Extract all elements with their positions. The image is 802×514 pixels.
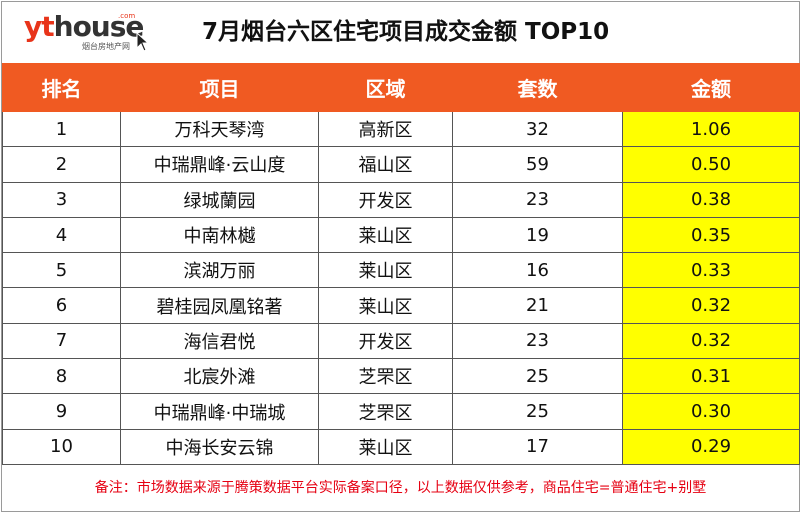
units-cell: 16 xyxy=(452,252,623,289)
project-cell: 中瑞鼎峰·云山度 xyxy=(120,146,319,183)
ythouse-logo[interactable]: ythouse .com 烟台房地产网 xyxy=(24,10,154,58)
logo-domain: .com xyxy=(118,12,136,20)
district-cell: 芝罘区 xyxy=(318,358,453,395)
units-cell: 17 xyxy=(452,428,623,465)
project-cell: 海信君悦 xyxy=(120,322,319,360)
rank-cell: 6 xyxy=(2,287,121,324)
amount-cell: 0.38 xyxy=(622,181,800,218)
project-cell: 中南林樾 xyxy=(120,216,319,254)
rank-cell: 8 xyxy=(2,358,121,395)
rank-cell: 5 xyxy=(2,252,121,289)
table-row: 7 海信君悦 开发区 23 0.32 xyxy=(2,322,800,360)
rank-cell: 2 xyxy=(2,146,121,183)
page-title: 7月烟台六区住宅项目成交金额 TOP10 xyxy=(202,19,610,45)
project-cell: 万科天琴湾 xyxy=(120,110,319,148)
column-header-units: 套数 xyxy=(452,63,623,112)
table-row: 2 中瑞鼎峰·云山度 福山区 59 0.50 xyxy=(2,146,800,183)
units-cell: 23 xyxy=(452,322,623,360)
units-cell: 59 xyxy=(452,146,623,183)
district-cell: 开发区 xyxy=(318,322,453,360)
amount-cell: 1.06 xyxy=(622,110,800,148)
logo-tagline: 烟台房地产网 xyxy=(82,42,130,51)
amount-cell: 0.32 xyxy=(622,287,800,324)
district-cell: 高新区 xyxy=(318,110,453,148)
district-cell: 莱山区 xyxy=(318,252,453,289)
units-cell: 25 xyxy=(452,393,623,430)
rank-cell: 9 xyxy=(2,393,121,430)
column-header-district: 区域 xyxy=(318,63,453,112)
amount-cell: 0.35 xyxy=(622,216,800,254)
table-row: 3 绿城蘭园 开发区 23 0.38 xyxy=(2,181,800,218)
amount-cell: 0.33 xyxy=(622,252,800,289)
units-cell: 21 xyxy=(452,287,623,324)
ranking-table: 排名 项目 区域 套数 金额 1 万科天琴湾 高新区 32 1.06 2 中瑞鼎… xyxy=(2,63,800,465)
units-cell: 32 xyxy=(452,110,623,148)
cursor-icon xyxy=(136,32,150,52)
amount-cell: 0.31 xyxy=(622,358,800,395)
district-cell: 莱山区 xyxy=(318,287,453,324)
project-cell: 碧桂园凤凰铭著 xyxy=(120,287,319,324)
table-row: 1 万科天琴湾 高新区 32 1.06 xyxy=(2,110,800,148)
table-row: 5 滨湖万丽 莱山区 16 0.33 xyxy=(2,252,800,289)
district-cell: 开发区 xyxy=(318,181,453,218)
amount-cell: 0.50 xyxy=(622,146,800,183)
table-row: 9 中瑞鼎峰·中瑞城 芝罘区 25 0.30 xyxy=(2,393,800,430)
table-row: 8 北宸外滩 芝罘区 25 0.31 xyxy=(2,358,800,395)
rank-cell: 10 xyxy=(2,428,121,465)
project-cell: 中瑞鼎峰·中瑞城 xyxy=(120,393,319,430)
footnote: 备注：市场数据来源于腾策数据平台实际备案口径，以上数据仅供参考，商品住宅=普通住… xyxy=(94,480,707,496)
amount-cell: 0.29 xyxy=(622,428,800,465)
project-cell: 滨湖万丽 xyxy=(120,252,319,289)
rank-cell: 7 xyxy=(2,322,121,360)
table-row: 6 碧桂园凤凰铭著 莱山区 21 0.32 xyxy=(2,287,800,324)
rank-cell: 3 xyxy=(2,181,121,218)
table-row: 4 中南林樾 莱山区 19 0.35 xyxy=(2,216,800,254)
district-cell: 芝罘区 xyxy=(318,393,453,430)
column-header-amount: 金额 xyxy=(622,63,800,112)
header: ythouse .com 烟台房地产网 7月烟台六区住宅项目成交金额 TOP10 xyxy=(2,2,799,63)
table-row: 10 中海长安云锦 莱山区 17 0.29 xyxy=(2,428,800,465)
project-cell: 北宸外滩 xyxy=(120,358,319,395)
table-header-row: 排名 项目 区域 套数 金额 xyxy=(2,63,800,112)
project-cell: 中海长安云锦 xyxy=(120,428,319,465)
district-cell: 福山区 xyxy=(318,146,453,183)
project-cell: 绿城蘭园 xyxy=(120,181,319,218)
amount-cell: 0.32 xyxy=(622,322,800,360)
district-cell: 莱山区 xyxy=(318,216,453,254)
column-header-project: 项目 xyxy=(120,63,319,112)
district-cell: 莱山区 xyxy=(318,428,453,465)
units-cell: 19 xyxy=(452,216,623,254)
rank-cell: 4 xyxy=(2,216,121,254)
amount-cell: 0.30 xyxy=(622,393,800,430)
units-cell: 25 xyxy=(452,358,623,395)
logo-wordmark: ythouse xyxy=(24,10,144,43)
units-cell: 23 xyxy=(452,181,623,218)
rank-cell: 1 xyxy=(2,110,121,148)
column-header-rank: 排名 xyxy=(2,63,121,112)
